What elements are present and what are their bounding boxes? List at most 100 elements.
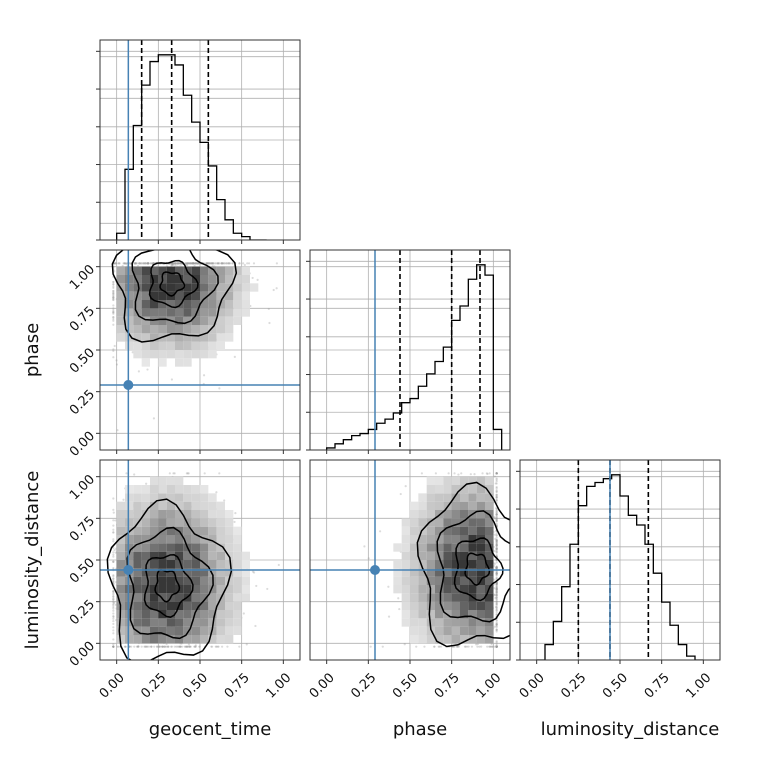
contour-geocent_time-luminosity_distance-3 <box>154 569 181 603</box>
sample-point <box>112 645 115 648</box>
density-cell <box>191 350 200 359</box>
density-cell <box>418 593 427 602</box>
sample-point <box>124 262 127 265</box>
sample-point <box>112 546 115 550</box>
density-cell <box>141 543 150 552</box>
x-axis-label-geocent_time: geocent_time <box>149 719 272 740</box>
sample-point <box>137 645 140 648</box>
density-cell <box>141 350 150 359</box>
sample-point <box>495 591 498 594</box>
sample-point <box>495 489 498 492</box>
density-cell <box>485 626 494 635</box>
density-cell <box>208 543 217 552</box>
density-cell <box>158 341 167 350</box>
density-cell <box>225 510 234 519</box>
density-cell <box>133 618 142 627</box>
sample-point <box>495 544 498 547</box>
density-cell <box>125 593 134 602</box>
density-cell <box>208 275 217 284</box>
density-cell <box>141 526 150 535</box>
density-cell <box>125 291 134 300</box>
density-cell <box>116 510 125 519</box>
density-cell <box>200 526 209 535</box>
sample-point <box>158 645 161 648</box>
density-cell <box>125 275 134 284</box>
sample-point <box>437 645 440 648</box>
sample-point <box>185 262 188 265</box>
density-cell <box>158 518 167 527</box>
density-cell <box>460 543 469 552</box>
density-cell <box>208 501 217 510</box>
density-cell <box>141 501 150 510</box>
density-cell <box>233 593 242 602</box>
density-cell <box>191 626 200 635</box>
density-cell <box>468 576 477 585</box>
sample-point <box>494 482 497 485</box>
sample-point <box>453 472 456 475</box>
density-cell <box>116 275 125 284</box>
sample-point <box>495 539 498 542</box>
sample-point <box>144 262 147 265</box>
density-cell <box>175 325 184 334</box>
sample-point <box>210 645 213 648</box>
sample-point <box>112 528 115 531</box>
sample-point <box>160 645 164 648</box>
density-cell <box>216 543 225 552</box>
x-tick-label-luminosity_distance: 1.00 <box>683 670 714 701</box>
sample-point <box>150 645 153 648</box>
sample-point <box>495 515 498 518</box>
sample-point <box>161 645 165 648</box>
density-cell <box>175 283 184 292</box>
density-cell <box>208 316 217 325</box>
sample-point <box>495 594 498 597</box>
sample-point <box>112 308 115 312</box>
density-cell <box>418 551 427 560</box>
y-axis-label-luminosity_distance: luminosity_distance <box>22 471 43 650</box>
sample-point <box>112 293 115 296</box>
density-cell <box>435 626 444 635</box>
sample-point <box>167 645 170 648</box>
density-cell <box>200 576 209 585</box>
sample-point <box>112 574 115 577</box>
sample-point <box>218 262 221 265</box>
sample-point <box>212 262 215 265</box>
density-cell <box>208 325 217 334</box>
density-cell <box>426 543 435 552</box>
density-cell <box>125 325 134 334</box>
density-cell <box>191 266 200 275</box>
density-cell <box>476 510 485 519</box>
sample-point <box>495 513 498 516</box>
density-cell <box>216 333 225 342</box>
x-axis-label-luminosity_distance: luminosity_distance <box>541 719 720 740</box>
density-cell <box>401 526 410 535</box>
sample-point <box>112 283 115 286</box>
sample-point <box>495 513 498 516</box>
sample-point <box>369 645 372 648</box>
density-cell <box>141 510 150 519</box>
density-cell <box>191 283 200 292</box>
sample-point <box>495 628 498 631</box>
density-cell <box>233 266 242 275</box>
sample-point <box>495 513 498 516</box>
sample-point <box>112 612 115 615</box>
sample-point <box>214 262 217 265</box>
density-cell <box>116 626 125 635</box>
sample-point <box>206 262 209 265</box>
sample-point <box>495 572 498 575</box>
density-cell <box>116 333 125 342</box>
sample-point <box>231 262 234 265</box>
density-cell <box>183 568 192 577</box>
sample-point <box>495 495 498 499</box>
density-cell <box>183 526 192 535</box>
truth-marker-geocent_time-phase <box>123 380 134 390</box>
density-cell <box>460 493 469 502</box>
density-cell <box>208 618 217 627</box>
sample-point <box>123 262 126 265</box>
density-cell <box>443 551 452 560</box>
sample-point <box>215 491 218 494</box>
sample-point <box>495 645 498 648</box>
sample-point <box>114 262 117 265</box>
density-cell <box>233 526 242 535</box>
density-cell <box>485 601 494 610</box>
density-cell <box>410 585 419 594</box>
